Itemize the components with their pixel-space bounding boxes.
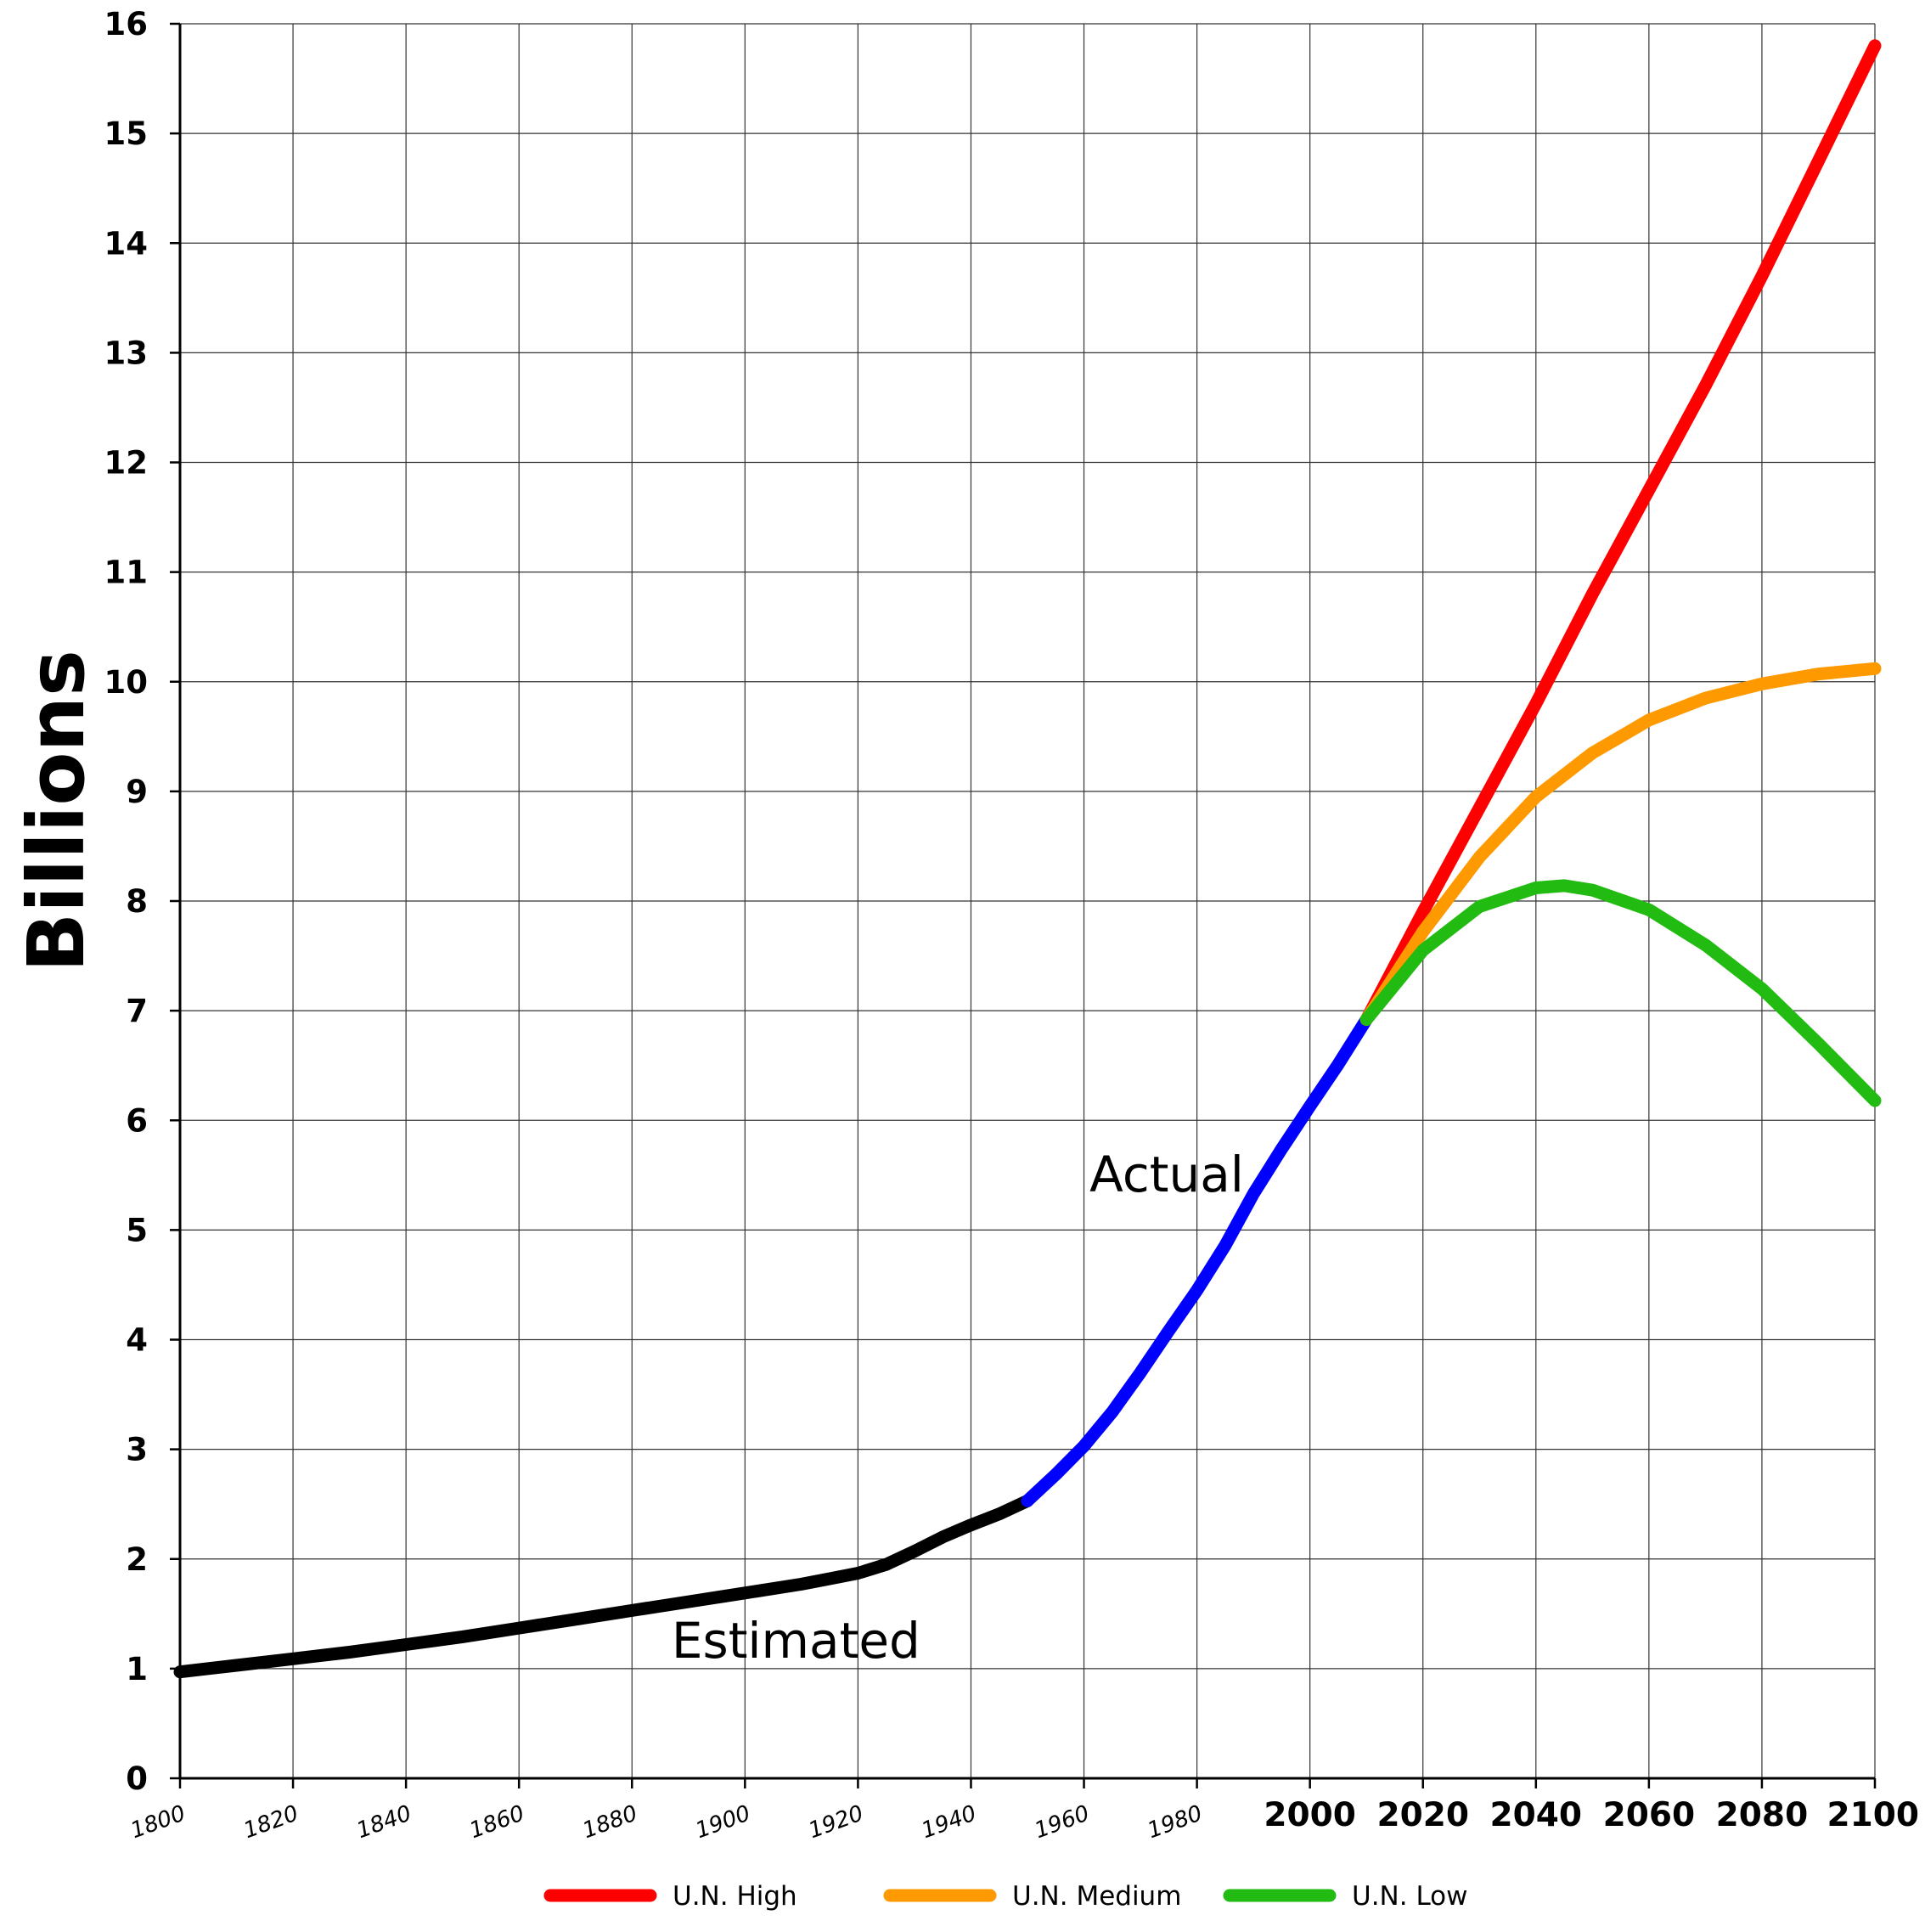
x-tick-label: 2040: [1490, 1796, 1583, 1834]
series-line-1: [1021, 1013, 1373, 1507]
y-tick-label: 7: [126, 993, 148, 1029]
x-tick-label: 2080: [1716, 1796, 1809, 1834]
y-tick-label: 10: [104, 664, 149, 701]
y-tick-label: 2: [126, 1541, 148, 1578]
y-tick-label: 9: [126, 774, 148, 810]
y-tick-label: 14: [104, 225, 149, 262]
y-axis-label: Billions: [11, 650, 102, 972]
series-line-u-n-high: [1359, 39, 1882, 1026]
annotation-estimated: Estimated: [672, 1612, 920, 1670]
series-line-0: [173, 1494, 1034, 1679]
y-tick-label: 1: [126, 1651, 148, 1687]
y-tick-label: 13: [104, 335, 149, 371]
x-tick-label: 2020: [1376, 1796, 1469, 1834]
y-tick-label: 3: [126, 1432, 148, 1468]
x-tick-label: 2100: [1826, 1796, 1919, 1834]
y-tick-label: 4: [126, 1322, 148, 1359]
legend-label: U.N. High: [673, 1881, 797, 1912]
y-tick-label: 15: [104, 115, 149, 152]
legend: U.N. High U.N. Medium U.N. Low: [543, 1881, 1468, 1912]
legend-label: U.N. Medium: [1012, 1881, 1181, 1912]
y-tick-label: 6: [126, 1102, 148, 1139]
y-tick-label: 8: [126, 883, 148, 920]
legend-label: U.N. Low: [1352, 1881, 1468, 1912]
y-tick-label: 16: [104, 6, 149, 42]
series-line-u-n-low: [1359, 879, 1882, 1107]
annotation-actual: Actual: [1089, 1146, 1244, 1203]
series-line-u-n-medium: [1359, 662, 1882, 1026]
y-tick-label: 5: [126, 1212, 148, 1248]
x-tick-label: 2060: [1603, 1796, 1696, 1834]
y-tick-label: 11: [104, 555, 149, 591]
y-tick-label: 12: [104, 445, 149, 482]
series-lines: [173, 39, 1882, 1679]
y-tick-label: 0: [126, 1760, 148, 1797]
annotations: Estimated Actual: [672, 1146, 1244, 1670]
x-tick-label: 2000: [1264, 1796, 1356, 1834]
